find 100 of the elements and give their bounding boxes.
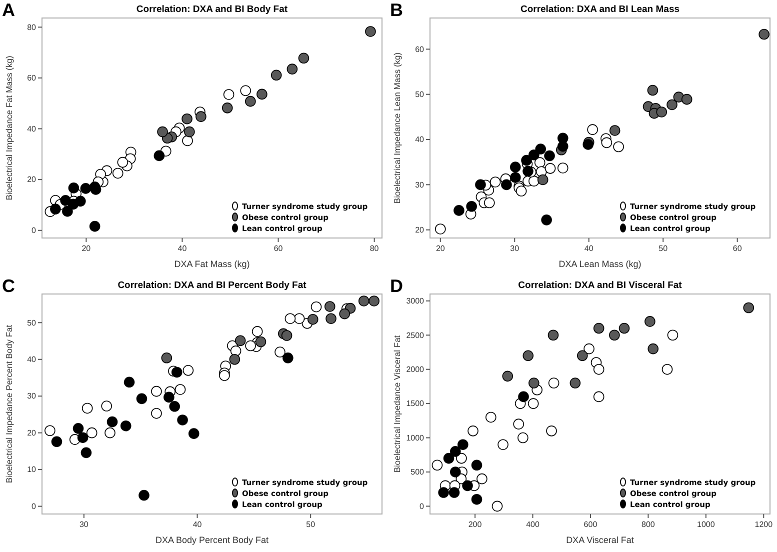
- x-tick-label: 30: [510, 244, 520, 253]
- x-tick-label: 400: [526, 520, 540, 529]
- point: [593, 364, 604, 375]
- point: [471, 494, 482, 505]
- point: [541, 214, 552, 226]
- point: [544, 150, 555, 162]
- point: [184, 126, 195, 138]
- y-tick-label: 60: [27, 74, 37, 83]
- point: [450, 466, 461, 478]
- point: [229, 354, 240, 365]
- point: [613, 141, 624, 152]
- y-tick-label: 500: [410, 468, 425, 477]
- point: [182, 135, 193, 146]
- point: [282, 352, 294, 364]
- y-tick-label: 1000: [406, 433, 425, 442]
- x-tick-label: 1200: [754, 520, 774, 529]
- point: [365, 26, 376, 37]
- y-tick-label: 50: [27, 318, 37, 328]
- y-tick-label: 20: [415, 226, 425, 235]
- point: [294, 313, 305, 324]
- x-tick-label: 50: [306, 520, 316, 529]
- y-tick-label: 10: [27, 465, 37, 474]
- point: [434, 224, 446, 234]
- point: [466, 200, 477, 212]
- point: [136, 393, 148, 404]
- y-tick-label: 80: [27, 22, 37, 32]
- y-tick-label: 20: [27, 175, 37, 184]
- y-tick-label: 1500: [406, 399, 425, 408]
- point: [222, 102, 233, 114]
- y-tick-label: 2000: [406, 364, 425, 374]
- x-tick-label: 600: [584, 520, 598, 529]
- point: [681, 94, 692, 105]
- point: [286, 64, 298, 74]
- point: [593, 322, 604, 334]
- point: [151, 386, 162, 397]
- x-tick-label: 40: [584, 244, 594, 253]
- point: [513, 418, 524, 430]
- point: [521, 154, 532, 166]
- x-tick-label: 40: [192, 520, 202, 529]
- point: [656, 106, 668, 118]
- point: [647, 84, 658, 96]
- x-tick-label: 60: [732, 244, 742, 253]
- point: [544, 163, 556, 174]
- point: [502, 370, 514, 382]
- point: [151, 408, 162, 419]
- point: [169, 400, 180, 412]
- point: [458, 439, 468, 450]
- y-tick-label: 60: [415, 44, 425, 54]
- point: [326, 313, 336, 324]
- point: [368, 296, 380, 306]
- point: [219, 370, 230, 381]
- point: [662, 364, 673, 375]
- point: [546, 426, 557, 436]
- point: [281, 330, 292, 341]
- point: [177, 414, 188, 426]
- y-tick-label: 40: [27, 355, 37, 364]
- point: [471, 460, 482, 471]
- point: [82, 402, 93, 414]
- point: [758, 28, 770, 40]
- point: [274, 346, 286, 358]
- point: [358, 296, 370, 306]
- point: [522, 166, 534, 177]
- point: [510, 172, 521, 183]
- text: C: [2, 276, 15, 296]
- point: [77, 432, 88, 443]
- point: [528, 398, 539, 409]
- chart-title: Correlation: DXA and BI Body Fat: [136, 4, 288, 15]
- point: [182, 113, 192, 124]
- point: [255, 336, 266, 348]
- y-tick-label: 0: [32, 502, 37, 511]
- point: [298, 52, 310, 64]
- y-tick-label: 20: [27, 428, 37, 438]
- point: [484, 197, 495, 208]
- point: [557, 162, 568, 174]
- point: [432, 460, 443, 471]
- point: [89, 220, 100, 232]
- chart-title: Correlation: DXA and BI Visceral Fat: [518, 280, 683, 291]
- point: [86, 427, 98, 438]
- point: [584, 343, 594, 354]
- point: [62, 206, 73, 217]
- point: [120, 420, 132, 432]
- point: [443, 452, 454, 464]
- y-tick-label: 40: [27, 124, 37, 134]
- point: [80, 183, 92, 194]
- point: [648, 343, 659, 354]
- y-tick-label: 30: [415, 180, 425, 190]
- point: [112, 168, 124, 179]
- point: [534, 157, 546, 168]
- point: [535, 144, 546, 154]
- point: [548, 330, 559, 341]
- point: [270, 70, 282, 81]
- point: [60, 195, 71, 206]
- y-axis-title: Bioelectrical Impedance Visceral Fat: [392, 334, 402, 473]
- point: [498, 439, 508, 450]
- point: [490, 176, 501, 188]
- x-tick-label: 60: [274, 244, 284, 253]
- point: [576, 350, 588, 362]
- point: [284, 313, 296, 324]
- point: [68, 198, 79, 210]
- point: [101, 400, 112, 412]
